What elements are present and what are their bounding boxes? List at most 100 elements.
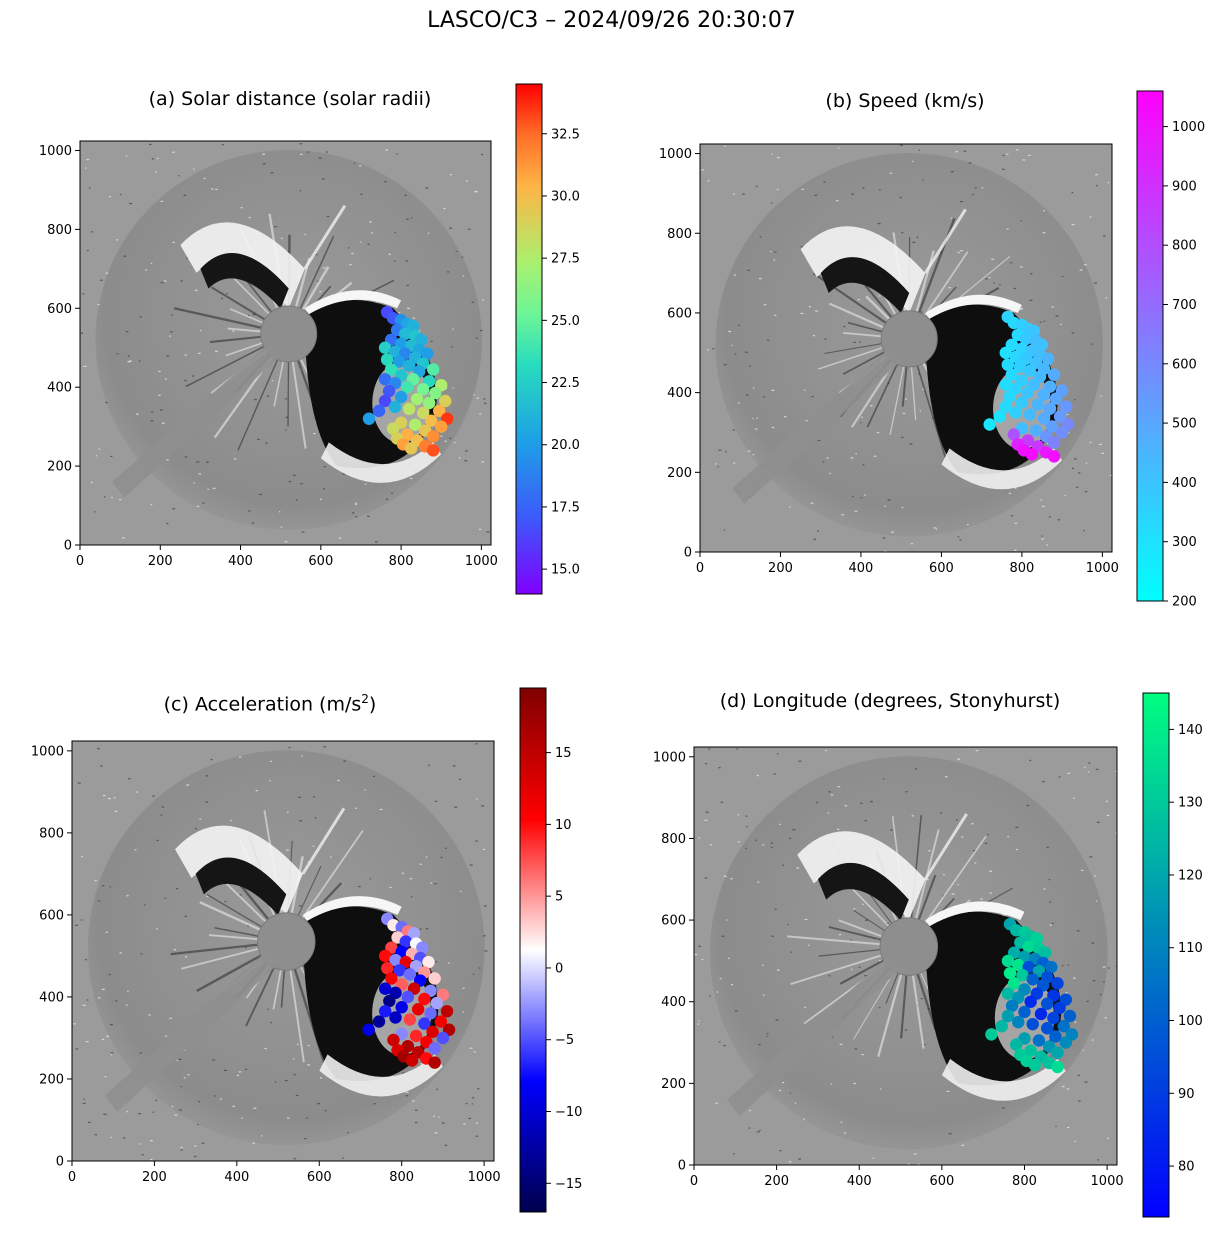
panel-a-ytick-0: 0 xyxy=(64,539,72,554)
panel-a-point-36 xyxy=(410,392,424,406)
panel-a-xtick-3: 600 xyxy=(308,554,333,569)
panel-b: 0 200 400 600 800 1000 0 200 400 600 800 1000 200 300… xyxy=(659,90,1205,610)
panel-b-point-36 xyxy=(1031,398,1045,411)
panel-b-point-50 xyxy=(1055,426,1069,439)
panel-d-point-33 xyxy=(1005,999,1019,1013)
panel-a-point-6 xyxy=(398,327,412,341)
panel-b-point-21 xyxy=(1023,364,1037,377)
panel-a-colorbar xyxy=(515,83,543,595)
panel-d-point-47 xyxy=(1049,1030,1062,1043)
panel-b-point-42 xyxy=(993,410,1006,423)
panel-b-cbtick-6: 800 xyxy=(1172,239,1197,254)
panel-c-point-26 xyxy=(379,982,392,995)
panel-b-axes-frame xyxy=(699,143,1113,553)
panel-b-point-54 xyxy=(1047,436,1061,449)
panel-a-point-9 xyxy=(414,333,428,347)
panel-a-point-60 xyxy=(427,444,440,457)
panel-c-title: (c) Acceleration (m/s2) xyxy=(130,692,410,715)
panel-b-point-35 xyxy=(1015,396,1029,409)
panel-a-point-40 xyxy=(388,400,402,414)
panel-b-xtick-5: 1000 xyxy=(1086,561,1119,576)
panel-d-ytick-3: 600 xyxy=(661,914,686,929)
panel-b-ytick-3: 600 xyxy=(667,306,692,321)
panel-a-xtick-0: 0 xyxy=(76,554,84,569)
panel-a-cbtick-0: 15.0 xyxy=(551,563,580,578)
panel-d-point-14 xyxy=(1012,958,1025,972)
panel-a: 0 200 400 600 800 1000 0 200 400 600 800 1000 15.0 17… xyxy=(39,83,580,595)
panel-b-point-49 xyxy=(1029,424,1043,437)
panel-c-cbtick-5: 10 xyxy=(555,818,572,833)
panel-c-xtick-3: 600 xyxy=(307,1170,332,1185)
panel-b-point-6 xyxy=(1019,332,1033,346)
panel-c-point-54 xyxy=(428,1042,441,1055)
panel-a-point-19 xyxy=(392,355,406,368)
panel-b-ytick-0: 0 xyxy=(684,546,692,561)
panel-a-points xyxy=(362,306,454,457)
panel-c-cbtick-6: 15 xyxy=(555,746,572,761)
panel-c-title-sup: 2 xyxy=(361,692,369,706)
panel-d-xtick-2: 400 xyxy=(847,1174,872,1189)
panel-d-point-44 xyxy=(1040,1022,1054,1035)
panel-b-point-31 xyxy=(1021,386,1035,399)
panel-d-point-50 xyxy=(1059,1036,1072,1049)
panel-b-point-45 xyxy=(983,418,996,431)
panel-a-point-54 xyxy=(427,430,440,443)
panel-b-point-33 xyxy=(1003,390,1017,403)
panel-c-ytick-2: 400 xyxy=(39,990,64,1005)
panel-c-point-35 xyxy=(395,1000,408,1014)
panel-b-point-51 xyxy=(1007,428,1021,441)
panel-a-axes-frame xyxy=(79,140,492,546)
panel-a-point-16 xyxy=(420,347,434,360)
panel-a-point-59 xyxy=(404,442,418,455)
panel-b-points xyxy=(983,310,1075,463)
panel-a-point-21 xyxy=(402,359,416,372)
panel-a-point-49 xyxy=(408,418,422,431)
panel-a-point-31 xyxy=(400,380,414,394)
panel-b-ytick-1: 200 xyxy=(667,466,692,481)
panel-d-cbtick-5: 130 xyxy=(1178,796,1203,811)
panel-b-point-43 xyxy=(1053,410,1067,423)
panel-c-cbtick-0: −15 xyxy=(555,1177,582,1192)
panel-b-ytick-5: 1000 xyxy=(659,147,692,162)
panel-d-cbtick-4: 120 xyxy=(1178,868,1203,883)
panel-d-ytick-4: 800 xyxy=(661,832,686,847)
panel-d-point-60 xyxy=(1051,1060,1064,1074)
panel-b-point-38 xyxy=(1059,400,1073,413)
panel-b-cbtick-5: 700 xyxy=(1172,298,1197,313)
panel-a-point-34 xyxy=(429,386,442,400)
panel-d-point-40 xyxy=(1012,1015,1025,1029)
panel-b-ytick-2: 400 xyxy=(667,386,692,401)
panel-a-xtick-4: 800 xyxy=(389,554,414,569)
panel-c-points xyxy=(362,912,456,1069)
panel-b-cbtick-8: 1000 xyxy=(1172,120,1205,135)
panel-d-point-31 xyxy=(1024,995,1037,1008)
panel-c-ytick-1: 200 xyxy=(39,1072,64,1087)
panel-a-point-53 xyxy=(400,428,414,441)
panel-d-point-6 xyxy=(1022,940,1035,953)
panel-d-point-22 xyxy=(1007,977,1021,990)
panel-a-ytick-5: 1000 xyxy=(39,144,72,159)
panel-b-point-59 xyxy=(1025,448,1039,461)
panel-c-xtick-4: 800 xyxy=(389,1170,414,1185)
panel-a-point-42 xyxy=(372,404,386,418)
panel-c-point-33 xyxy=(383,994,396,1008)
panel-a-point-32 xyxy=(416,382,430,396)
panel-d-point-49 xyxy=(1032,1034,1046,1047)
panel-b-point-47 xyxy=(1045,420,1059,433)
panel-d-points xyxy=(985,917,1079,1074)
panel-b-point-9 xyxy=(1035,338,1049,352)
panel-c-point-51 xyxy=(387,1033,400,1047)
panel-c-point-19 xyxy=(393,964,406,977)
panel-b-xtick-0: 0 xyxy=(696,561,704,576)
panel-c-point-9 xyxy=(416,941,429,954)
panel-c-point-38 xyxy=(440,1005,454,1018)
panel-c-point-43 xyxy=(434,1015,448,1028)
panel-d: 0 200 400 600 800 1000 0 200 400 600 800 1000 80 90 10… xyxy=(653,692,1203,1218)
panel-b-point-14 xyxy=(1009,350,1023,363)
panel-c-axes-frame xyxy=(71,740,495,1162)
panel-c-point-37 xyxy=(379,1005,392,1018)
panel-d-point-37 xyxy=(1001,1009,1015,1023)
panel-c-point-41 xyxy=(403,1013,417,1026)
panel-a-point-43 xyxy=(433,404,446,418)
panel-a-cbtick-2: 20.0 xyxy=(551,438,580,453)
